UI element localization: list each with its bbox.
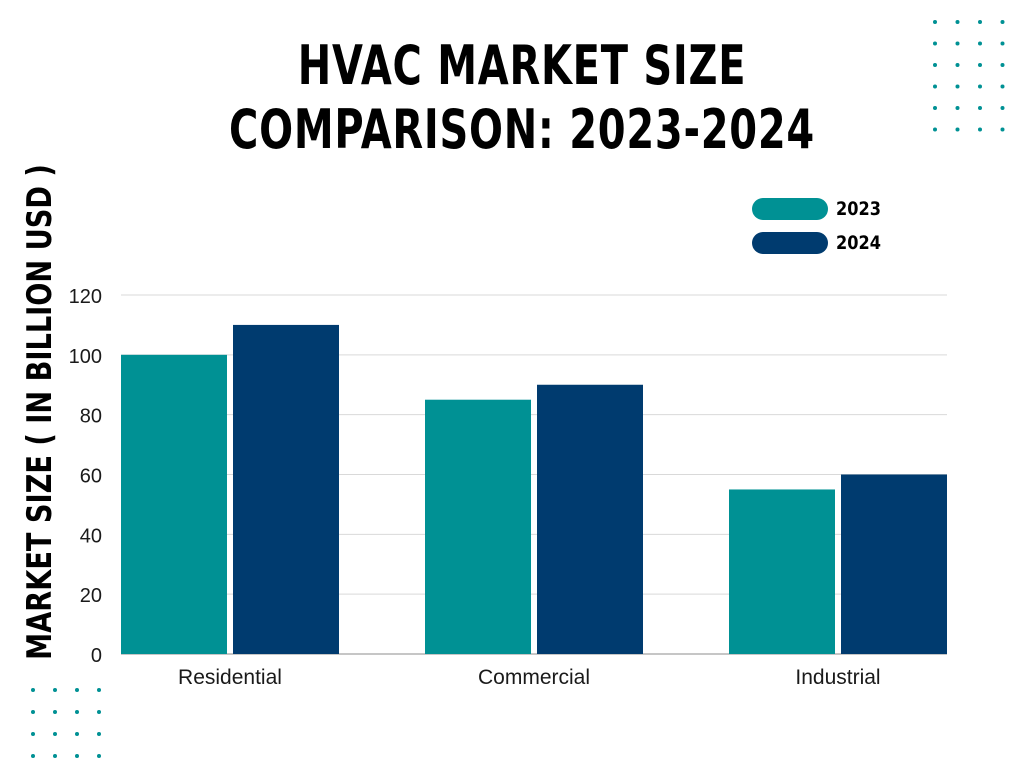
dot-icon	[53, 732, 57, 736]
dot-icon	[933, 20, 937, 24]
dot-icon	[97, 732, 101, 736]
dot-icon	[1000, 63, 1005, 67]
dot-icon	[933, 84, 937, 89]
chart-title-line-1: HVAC MARKET SIZE	[297, 34, 747, 97]
x-tick-label-commercial: Commercial	[478, 666, 590, 689]
bar-industrial-2024	[841, 474, 947, 654]
dot-grid-icon-top-right	[933, 20, 1005, 132]
dot-icon	[1000, 84, 1005, 89]
y-tick-label-40: 40	[80, 525, 102, 547]
dot-icon	[97, 710, 101, 714]
dot-icon	[933, 63, 937, 67]
dot-icon	[978, 63, 982, 67]
dot-icon	[31, 754, 35, 758]
dot-icon	[31, 732, 35, 736]
chart-title-line-2: COMPARISON: 2023-2024	[229, 98, 815, 161]
dot-icon	[1000, 41, 1005, 46]
dot-icon	[955, 84, 960, 89]
dot-icon	[31, 710, 35, 714]
bar-commercial-2023	[425, 399, 531, 654]
chart-legend: 2023 2024	[752, 192, 889, 260]
dot-icon	[1000, 106, 1005, 110]
dot-icon	[978, 20, 982, 24]
dot-icon	[955, 20, 960, 24]
dot-icon	[75, 732, 79, 736]
dot-icon	[1000, 127, 1005, 132]
dot-icon	[97, 754, 101, 758]
dot-icon	[955, 41, 960, 46]
dot-icon	[955, 63, 960, 67]
y-tick-label-60: 60	[80, 466, 102, 488]
dot-icon	[53, 688, 57, 692]
y-tick-label-100: 100	[69, 346, 102, 368]
dot-icon	[955, 106, 960, 110]
legend-item-2024: 2024	[752, 226, 889, 260]
y-tick-label-80: 80	[80, 406, 102, 428]
legend-swatch-2024	[752, 232, 828, 254]
legend-label-2024: 2024	[836, 232, 881, 254]
dot-icon	[53, 710, 57, 714]
dot-icon	[933, 41, 937, 46]
y-tick-label-120: 120	[69, 286, 102, 308]
dot-icon	[53, 754, 57, 758]
dot-icon	[978, 84, 982, 89]
legend-swatch-2023	[752, 198, 828, 220]
dot-icon	[978, 41, 982, 46]
dot-icon	[978, 106, 982, 110]
dot-icon	[1000, 20, 1005, 24]
bar-commercial-2024	[537, 384, 643, 654]
y-tick-label-20: 20	[80, 585, 102, 607]
dot-icon	[31, 688, 35, 692]
bar-industrial-2023	[729, 489, 835, 654]
bar-residential-2024	[233, 324, 339, 654]
dot-icon	[933, 106, 937, 110]
dot-icon	[75, 754, 79, 758]
dot-icon	[97, 688, 101, 692]
x-tick-label-industrial: Industrial	[795, 666, 880, 689]
legend-item-2023: 2023	[752, 192, 889, 226]
dot-icon	[955, 127, 960, 132]
dot-icon	[933, 127, 937, 132]
y-tick-label-0: 0	[91, 645, 102, 667]
bar-residential-2023	[121, 354, 227, 654]
legend-label-2023: 2023	[836, 198, 881, 220]
x-tick-label-residential: Residential	[178, 666, 282, 689]
dot-icon	[75, 710, 79, 714]
chart-title: HVAC MARKET SIZE COMPARISON: 2023-2024	[219, 34, 826, 162]
dot-icon	[75, 688, 79, 692]
dot-grid-icon-bottom-left	[31, 688, 101, 758]
dot-icon	[978, 127, 982, 132]
